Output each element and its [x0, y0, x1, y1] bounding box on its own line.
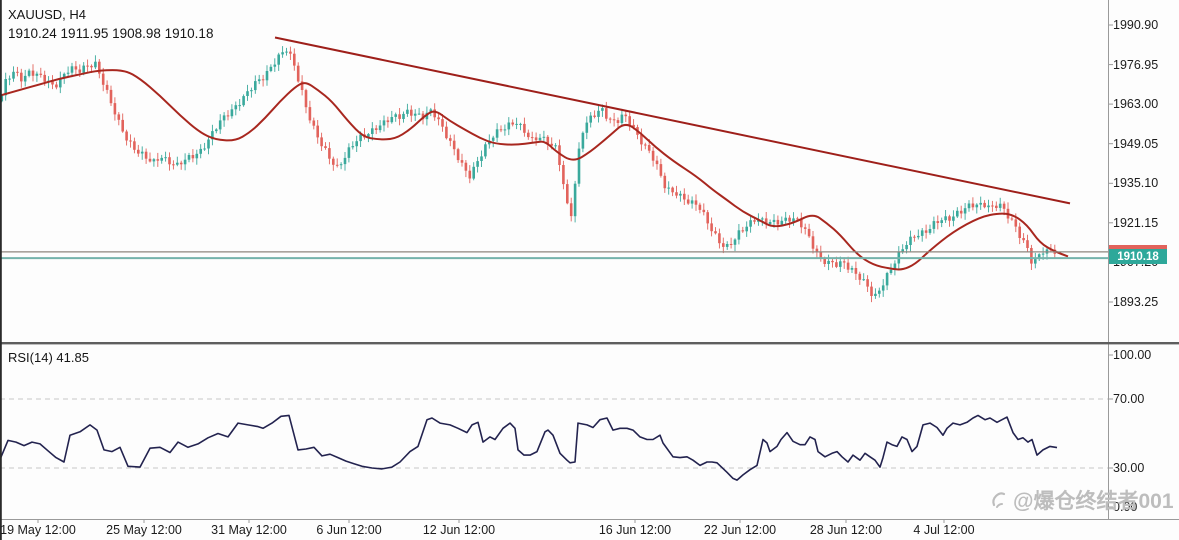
candlestick-series	[0, 46, 1057, 303]
time-axis-label: 19 May 12:00	[0, 523, 76, 537]
ask-price-strip	[1109, 245, 1167, 249]
price-axis-label: 1949.05	[1113, 136, 1159, 151]
ohlc-values: 1910.24 1911.95 1908.98 1910.18	[8, 26, 214, 41]
time-axis-label: 6 Jun 12:00	[316, 523, 382, 537]
rsi-axis-label: 100.00	[1113, 348, 1152, 362]
watermark: @爆仓终结者001	[990, 485, 1174, 515]
price-axis-label: 1921.15	[1113, 215, 1159, 230]
time-axis-label: 28 Jun 12:00	[809, 523, 883, 537]
rsi-line[interactable]	[0, 414, 1058, 481]
price-axis-label: 1963.00	[1113, 97, 1159, 112]
price-axis-label: 1935.10	[1113, 176, 1159, 191]
panel-divider[interactable]	[0, 342, 1179, 345]
price-axis-label: 1990.90	[1113, 18, 1159, 32]
price-axis-label: 1893.25	[1113, 294, 1159, 309]
watermark-text: @爆仓终结者001	[1013, 490, 1174, 513]
time-axis-label: 12 Jun 12:00	[422, 523, 496, 537]
price-axis-label: 1976.95	[1113, 57, 1159, 72]
time-axis-label: 16 Jun 12:00	[598, 523, 672, 537]
rsi-indicator-label: RSI(14) 41.85	[8, 350, 89, 365]
watermark-icon	[992, 492, 1006, 508]
last-price-badge: 1910.18	[1109, 249, 1167, 264]
moving-average-line[interactable]	[0, 69, 1069, 271]
trendline[interactable]	[274, 36, 1071, 205]
rsi-axis-label: 0.00	[1113, 500, 1138, 514]
time-axis-label: 25 May 12:00	[106, 523, 182, 537]
left-border	[0, 0, 2, 540]
rsi-axis-label: 70.00	[1113, 392, 1145, 406]
time-axis-label: 4 Jul 12:00	[913, 523, 975, 537]
time-axis-label: 22 Jun 12:00	[703, 523, 777, 537]
rsi-axis-label: 30.00	[1113, 461, 1145, 475]
time-axis-label: 31 May 12:00	[211, 523, 287, 537]
symbol-timeframe-label: XAUUSD, H4	[8, 7, 87, 22]
